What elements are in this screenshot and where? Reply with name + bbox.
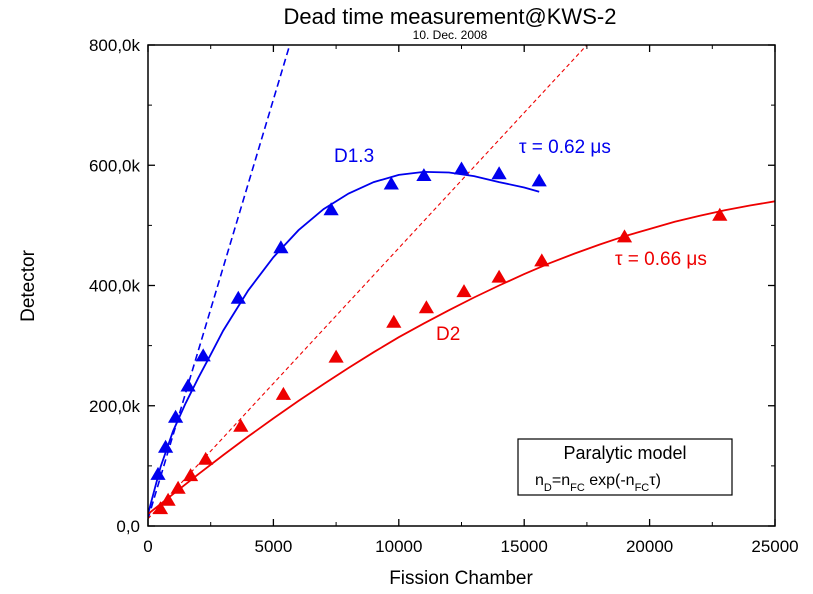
- data-point-d13: [158, 439, 174, 453]
- y-tick-label: 200,0k: [89, 397, 141, 416]
- fit-curve-d2: [148, 200, 775, 515]
- series-label-d13: D1.3: [334, 146, 374, 167]
- x-tick-label: 20000: [626, 537, 673, 556]
- data-point-d13: [383, 176, 399, 190]
- model-legend-box: Paralytic model nD=nFC exp(-nFCτ): [517, 438, 733, 496]
- data-point-d2: [418, 300, 434, 314]
- x-axis-title: Fission Chamber: [389, 568, 533, 589]
- chart-title: Dead time measurement@KWS-2: [284, 4, 617, 29]
- data-point-d2: [233, 418, 249, 432]
- linear-reference-d13: [148, 45, 291, 520]
- model-legend-frame: [517, 438, 733, 496]
- tau-label-d2: τ = 0.66 μs: [615, 249, 707, 270]
- y-tick-label: 600,0k: [89, 156, 141, 175]
- y-axis-title: Detector: [18, 249, 39, 321]
- plot-series-layer: [148, 45, 775, 520]
- model-equation: nD=nFC exp(-nFCτ): [535, 472, 661, 494]
- data-point-d13: [323, 202, 339, 216]
- data-point-d13: [531, 173, 547, 187]
- x-tick-label: 25000: [751, 537, 798, 556]
- data-point-d2: [198, 451, 214, 465]
- axis-ticks: 0 5000 10000 15000 20000 25000 0,0 200,0k 400,0k…: [89, 36, 799, 556]
- data-point-d2: [386, 314, 402, 328]
- y-tick-label: 0,0: [116, 517, 140, 536]
- data-point-d2: [491, 269, 507, 283]
- x-tick-label: 5000: [254, 537, 292, 556]
- data-point-d13: [416, 168, 432, 181]
- data-point-d2: [160, 492, 176, 506]
- data-point-d13: [230, 290, 246, 304]
- data-point-d13: [453, 161, 470, 175]
- data-point-d13: [195, 348, 211, 362]
- data-point-d2: [152, 501, 169, 515]
- data-point-d13: [168, 409, 184, 423]
- series-label-d2: D2: [436, 324, 460, 345]
- data-point-d13: [150, 466, 166, 480]
- tau-label-d13: τ = 0.62 μs: [519, 137, 611, 158]
- plot-area: [148, 45, 775, 520]
- x-tick-label: 0: [143, 537, 152, 556]
- data-point-d13: [273, 240, 289, 254]
- data-point-d2: [712, 207, 728, 221]
- y-tick-label: 400,0k: [89, 277, 141, 296]
- data-point-d2: [616, 229, 633, 243]
- x-tick-label: 15000: [501, 537, 548, 556]
- fit-curve-d13: [148, 170, 540, 515]
- x-tick-label: 10000: [375, 537, 422, 556]
- data-point-d13: [491, 166, 507, 180]
- data-point-d13: [180, 378, 196, 392]
- data-point-d2: [456, 284, 472, 298]
- y-tick-label: 800,0k: [89, 36, 141, 55]
- data-point-d2: [275, 386, 291, 400]
- data-point-d2: [183, 468, 199, 482]
- model-legend-title: Paralytic model: [563, 443, 686, 463]
- chart-subtitle: 10. Dec. 2008: [413, 28, 488, 42]
- linear-reference-d2: [148, 45, 588, 520]
- data-point-d2: [170, 480, 186, 494]
- data-point-d2: [534, 253, 550, 267]
- data-point-d2: [328, 349, 344, 363]
